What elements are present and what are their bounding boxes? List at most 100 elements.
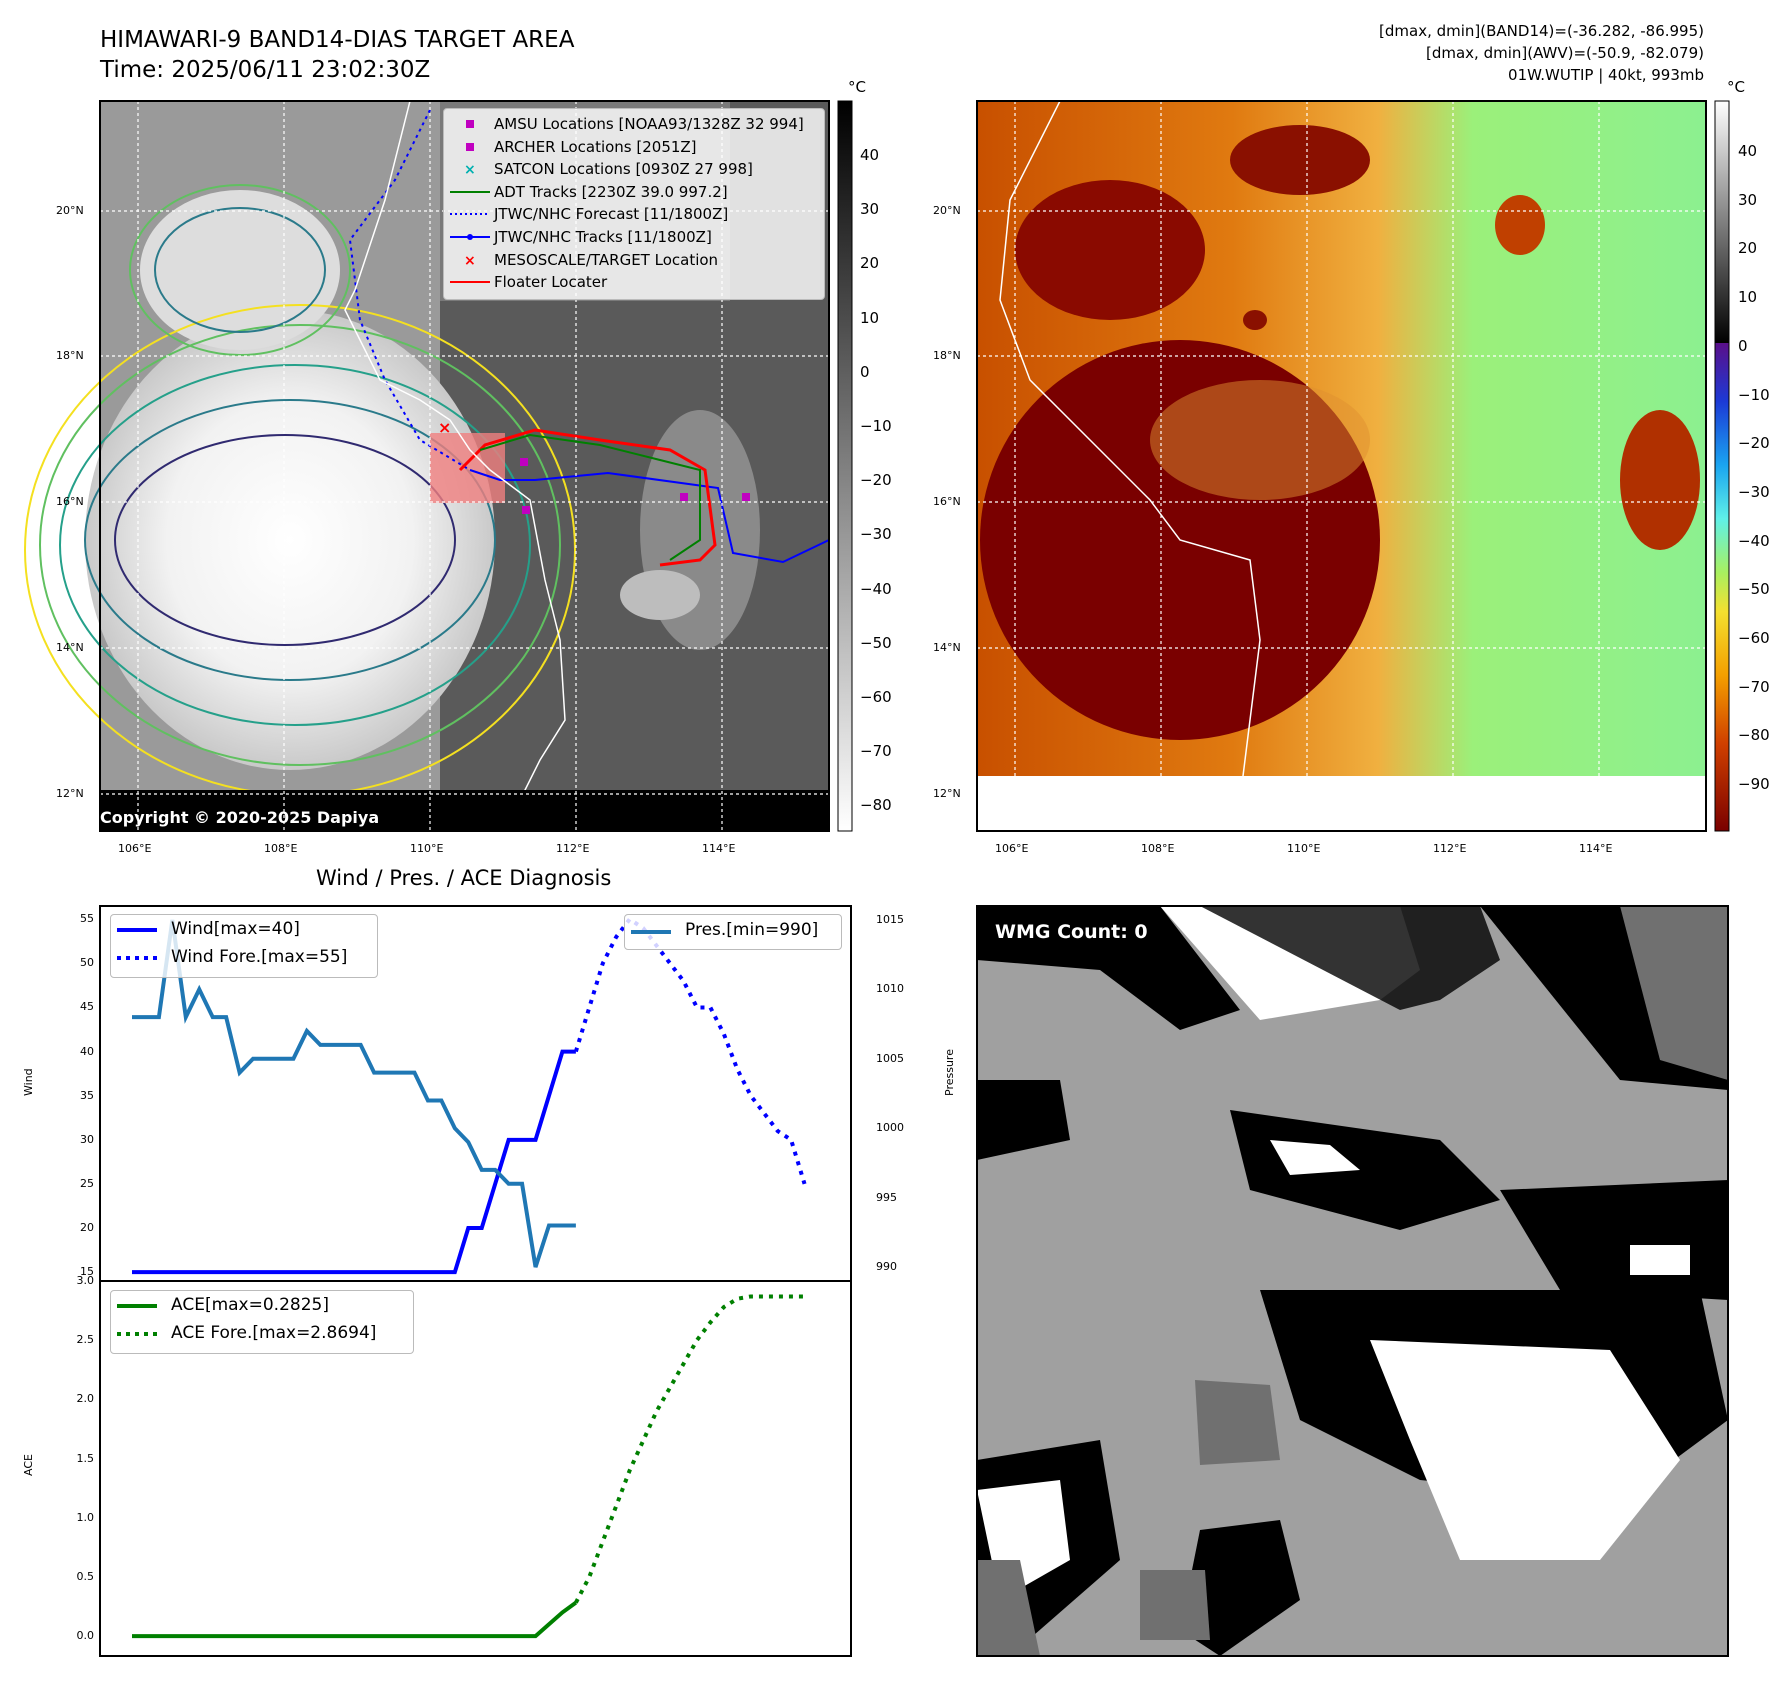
colorbar-tick-label: −30	[1738, 482, 1770, 501]
figure-title: HIMAWARI-9 BAND14-DIAS TARGET AREA	[100, 27, 575, 53]
awv-dry-far-east	[1620, 410, 1700, 550]
lat-tick: 16°N	[56, 495, 84, 508]
lon-tick: 106°E	[995, 842, 1029, 855]
wmg-cold-region	[1200, 906, 1500, 1010]
pressure-legend-label: Pres.[min=990]	[685, 920, 819, 940]
axis-tick-label: 2.5	[76, 1333, 95, 1347]
ace-fore-legend-label: ACE Fore.[max=2.8694]	[171, 1323, 377, 1343]
legend-item-label: ARCHER Locations [2051Z]	[494, 137, 697, 156]
awv-coastline	[999, 100, 1261, 801]
wind-legend: Wind[max=40] Wind Fore.[max=55]	[110, 914, 378, 978]
ace-chart-marks	[132, 1294, 805, 1639]
lat-tick: 14°N	[56, 641, 84, 654]
axis-tick-label: 1000	[876, 1121, 904, 1135]
colorbar-tick-label: −10	[860, 417, 892, 435]
awv-colorbar-upper	[1715, 101, 1729, 343]
wind-fore-legend-swatch	[117, 956, 157, 960]
lat-tick: 18°N	[56, 349, 84, 362]
wmg-very-cold-region	[1270, 1140, 1360, 1175]
colorbar-tick-label: 10	[860, 308, 880, 327]
awv-colorbar	[1714, 100, 1730, 832]
wind-legend-swatch	[117, 928, 157, 932]
archer-location-marker	[680, 493, 688, 501]
axis-tick-label: 1015	[876, 912, 904, 926]
colorbar-tick-label: 30	[1738, 190, 1758, 209]
contour-north	[154, 207, 326, 333]
colorbar-tick-label: −10	[1738, 385, 1770, 404]
contour-81	[114, 434, 456, 646]
axis-tick-label: 50	[80, 956, 94, 970]
ir-colorbar-gradient	[837, 100, 853, 832]
wmg-warm-region	[977, 1560, 1040, 1656]
storm-info: 01W.WUTIP | 40kt, 993mb	[1508, 66, 1704, 84]
adt-track	[479, 433, 701, 561]
amsu-location-marker	[742, 493, 750, 501]
legend-item: JTWC/NHC Forecast [11/1800Z]	[444, 203, 824, 225]
ace-legend: ACE[max=0.2825] ACE Fore.[max=2.8694]	[110, 1290, 414, 1354]
lon-tick: 108°E	[1141, 842, 1175, 855]
coastline	[344, 100, 566, 801]
colorbar-tick-label: −40	[1738, 531, 1770, 550]
ace-legend-swatch	[117, 1304, 157, 1308]
wind-legend-label: Wind[max=40]	[171, 919, 300, 939]
svg-text:×: ×	[464, 162, 476, 177]
colorbar-tick-label: −60	[860, 688, 892, 706]
ir-cloud-north	[140, 190, 340, 350]
wmg-cold-region	[1180, 1520, 1300, 1656]
lon-tick: 112°E	[556, 842, 590, 855]
wind-fore-legend-label: Wind Fore.[max=55]	[171, 947, 348, 967]
axis-tick-label: 40	[80, 1044, 94, 1058]
axis-tick-label: 1005	[876, 1051, 904, 1065]
awv-dry-north	[1015, 180, 1205, 320]
lon-tick: 110°E	[1287, 842, 1321, 855]
colorbar-tick-label: 10	[1738, 288, 1758, 307]
colorbar-tick-label: −50	[860, 633, 892, 652]
ace-chart-frame	[99, 1280, 852, 1657]
wmg-panel	[976, 905, 1729, 1657]
colorbar-tick-label: 0	[1738, 336, 1748, 355]
ace-axis-label: ACE	[22, 1454, 35, 1476]
lon-tick: 112°E	[1433, 842, 1467, 855]
wind-axis-label: Wind	[22, 1068, 35, 1096]
ace-fore-legend-swatch	[117, 1332, 157, 1336]
amsu-location-marker	[520, 458, 528, 466]
lon-tick: 114°E	[702, 842, 736, 855]
ir-cloud-patch	[620, 570, 700, 620]
colorbar-tick-label: 40	[1738, 142, 1758, 160]
copyright-strip	[100, 790, 829, 831]
axis-tick-label: 45	[80, 1000, 94, 1014]
lon-tick: 114°E	[1579, 842, 1613, 855]
pressure-legend-swatch	[631, 930, 671, 934]
awv-dry-east	[1495, 195, 1545, 255]
legend-swatch: ×	[464, 253, 476, 268]
awv-colorbar-unit: °C	[1727, 78, 1745, 96]
colorbar-tick-label: −20	[860, 471, 892, 490]
colorbar-tick-label: 40	[860, 146, 880, 164]
legend-swatch	[450, 213, 490, 216]
legend-item-label: JTWC/NHC Forecast [11/1800Z]	[494, 205, 729, 224]
stats-band14: [dmax, dmin](BAND14)=(-36.282, -86.995)	[1379, 22, 1704, 40]
wind-chart-marks	[132, 916, 807, 1275]
lat-tick: 12°N	[56, 787, 84, 800]
wmg-cold-region	[1230, 1110, 1500, 1230]
lat-tick: 18°N	[933, 349, 961, 362]
jtwc-track	[469, 469, 830, 564]
colorbar-tick-label: −40	[860, 579, 892, 598]
colorbar-tick-label: 0	[860, 362, 870, 381]
legend-item: × SATCON Locations [0930Z 27 998]	[444, 158, 824, 180]
legend-swatch	[450, 190, 490, 193]
map-legend: AMSU Locations [NOAA93/1328Z 32 994] ARCH…	[443, 108, 825, 300]
awv-colorbar-lower	[1715, 343, 1729, 831]
awv-dry-northeast	[1230, 125, 1370, 195]
colorbar-tick-label: 30	[860, 200, 880, 219]
lat-tick: 12°N	[933, 787, 961, 800]
awv-map-panel	[976, 100, 1707, 832]
awv-dry-spot	[1243, 310, 1267, 330]
legend-swatch	[450, 234, 490, 240]
colorbar-tick-label: −90	[1738, 775, 1770, 794]
legend-item: ARCHER Locations [2051Z]	[444, 136, 824, 158]
awv-no-data-strip	[977, 776, 1706, 831]
floater-locater-track	[458, 428, 717, 567]
legend-item: Floater Locater	[444, 271, 824, 293]
axis-tick-label: 1.5	[76, 1451, 95, 1465]
